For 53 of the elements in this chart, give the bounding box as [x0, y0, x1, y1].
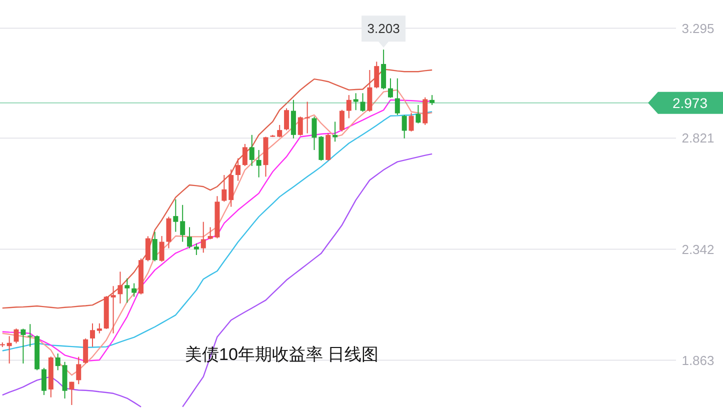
- candlestick: [360, 92, 366, 112]
- ref-line-label: 2.973: [672, 94, 708, 111]
- candlestick: [416, 104, 421, 124]
- y-tick-label: 1.863: [682, 352, 714, 368]
- candlestick: [277, 124, 282, 138]
- candlestick: [76, 356, 82, 385]
- candlestick: [353, 92, 358, 111]
- candlestick: [55, 353, 60, 371]
- candlestick: [339, 109, 344, 132]
- candlestick: [430, 94, 435, 106]
- candlestick: [318, 136, 324, 162]
- candlestick: [90, 322, 95, 348]
- candlestick: [222, 174, 227, 202]
- candlestick: [298, 116, 303, 136]
- candlestick: [249, 134, 254, 166]
- candlestick: [236, 158, 241, 182]
- candlestick: [388, 78, 393, 98]
- candlestick: [346, 94, 352, 119]
- candlestick: [304, 101, 310, 134]
- candlestick: [187, 226, 192, 249]
- y-tick-label: 2.821: [682, 130, 714, 146]
- candlestick: [145, 236, 150, 262]
- candlestick: [96, 322, 102, 334]
- candlestick: [312, 116, 317, 150]
- candlestick: [41, 367, 46, 396]
- candlestick: [14, 328, 19, 344]
- candlestick: [124, 278, 130, 304]
- candlestick: [132, 282, 137, 298]
- candlestick: [20, 328, 26, 364]
- candlestick: [242, 143, 248, 166]
- candlestick: [194, 242, 199, 256]
- candlestick: [200, 221, 206, 254]
- candlestick: [256, 149, 262, 178]
- candlestick: [69, 381, 74, 406]
- candlestick: [159, 235, 164, 262]
- candlestick: [118, 271, 123, 304]
- candlestick: [152, 231, 158, 262]
- candlestick: [83, 338, 88, 364]
- candlestick: [180, 204, 186, 242]
- candlestick: [6, 336, 12, 364]
- candlestick: [166, 216, 172, 249]
- candlestick: [284, 108, 290, 131]
- candlestick: [394, 78, 400, 116]
- y-tick-label: 2.342: [682, 242, 714, 257]
- candlestick: [28, 324, 33, 348]
- annotation: 3.203: [367, 21, 400, 36]
- candlestick: [367, 70, 372, 112]
- candlestick: [402, 114, 407, 139]
- candlestick: [110, 286, 116, 334]
- candlestick: [408, 112, 414, 132]
- candlestick: [173, 198, 178, 232]
- y-tick-label: 3.295: [682, 20, 714, 36]
- candlestick: [374, 61, 380, 89]
